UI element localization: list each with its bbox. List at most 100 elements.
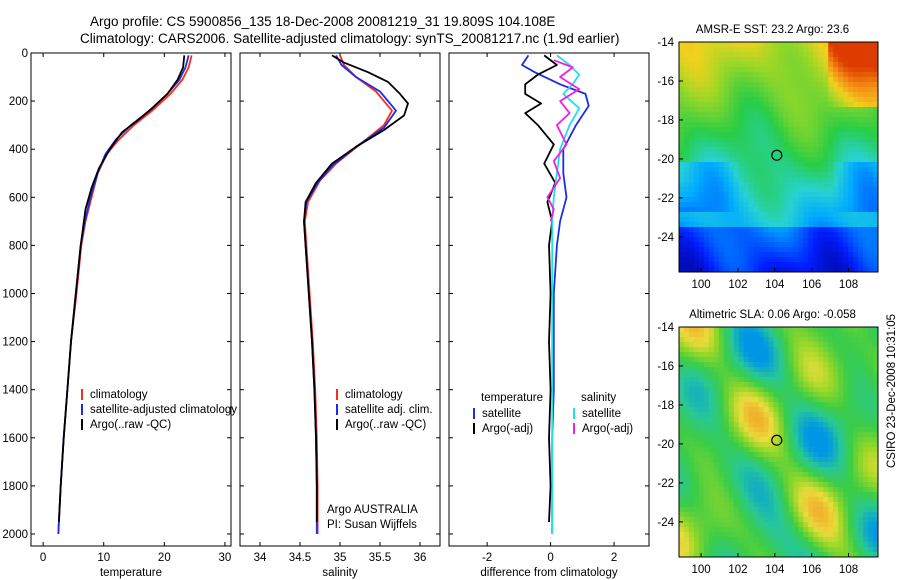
sla_map-cell <box>798 482 804 488</box>
sst_map-cell <box>753 187 760 193</box>
sla_map-cell <box>818 362 824 368</box>
sst_map-cell <box>863 142 869 148</box>
sst_map-cell <box>828 252 834 258</box>
sla_map-cell <box>788 542 795 548</box>
sla_map-cell <box>853 352 859 358</box>
sla_map-cell <box>778 482 785 488</box>
sst_map-cell <box>743 82 750 88</box>
sla_map-cell <box>828 457 834 463</box>
sst_map-cell <box>838 167 844 173</box>
sst_map-cell <box>698 187 705 193</box>
sst_map-cell <box>838 192 844 198</box>
sst_map-cell <box>708 152 715 158</box>
sst_map-cell <box>813 157 819 163</box>
sst_map-cell <box>828 142 834 148</box>
sst_map-cell <box>788 142 795 148</box>
sla_map-cell <box>698 407 705 413</box>
sst_map-cell <box>853 62 859 68</box>
sla_map-cell <box>823 537 829 543</box>
sst_map-cell <box>793 217 799 223</box>
sla_map-ytick-label: -24 <box>657 517 674 529</box>
sst_map-cell <box>858 92 864 98</box>
sla_map-cell <box>713 347 720 353</box>
sla_map-cell <box>778 387 785 393</box>
sla_map-cell <box>788 397 795 403</box>
sst_map-cell <box>848 172 854 178</box>
sla_map-cell <box>688 512 695 518</box>
sst_map-cell <box>718 237 725 243</box>
sst_map-cell <box>688 77 695 83</box>
sla_map-cell <box>768 427 775 433</box>
sla_map-cell <box>838 397 844 403</box>
sla_map-cell <box>758 392 765 398</box>
sst_map-cell <box>858 72 864 78</box>
sla_map-cell <box>838 372 844 378</box>
difference-xtick-label: 2 <box>611 552 617 564</box>
sst_map-cell <box>679 112 685 118</box>
sla_map-cell <box>693 387 700 393</box>
sla_map-cell <box>688 547 695 553</box>
sla_map-cell <box>853 457 859 463</box>
sla_map-cell <box>758 432 765 438</box>
sla_map-cell <box>698 352 705 358</box>
sla_map-cell <box>873 327 878 333</box>
sst_map-cell <box>768 87 775 93</box>
sla_map-cell <box>783 337 790 343</box>
sla_map-cell <box>718 462 725 468</box>
sst_map-cell <box>693 82 700 88</box>
sst_map-cell <box>733 57 740 63</box>
sla_map-cell <box>808 347 814 353</box>
sla_map-cell <box>753 442 760 448</box>
sla_map-cell <box>868 497 874 503</box>
sst_map-cell <box>783 142 790 148</box>
sst_map-cell <box>778 122 785 128</box>
sla_map-cell <box>768 452 775 458</box>
sst_map-cell <box>833 162 839 168</box>
sla_map-cell <box>679 492 685 498</box>
sla_map-cell <box>823 417 829 423</box>
sst_map-cell <box>788 47 795 53</box>
sst_map-cell <box>818 167 824 173</box>
sla_map-cell <box>813 412 819 418</box>
sst_map-cell <box>723 67 730 73</box>
sst_map-cell <box>733 192 740 198</box>
sst_map-cell <box>838 57 844 63</box>
sst_map-cell <box>813 47 819 53</box>
sla_map-cell <box>693 367 700 373</box>
sst_map-cell <box>828 82 834 88</box>
sst_map-cell <box>838 177 844 183</box>
sla_map-cell <box>808 457 814 463</box>
sla_map-cell <box>683 452 690 458</box>
sst_map-cell <box>753 237 760 243</box>
sla_map-cell <box>683 332 690 338</box>
sst_map-cell <box>713 102 720 108</box>
sst_map-cell <box>688 192 695 198</box>
sla_map-cell <box>753 342 760 348</box>
sst_map-cell <box>838 252 844 258</box>
sst_map-cell <box>698 82 705 88</box>
sst_map-cell <box>679 52 685 58</box>
sla_map-cell <box>873 407 878 413</box>
sla_map-cell <box>873 512 878 518</box>
sla_map-cell <box>818 492 824 498</box>
sst_map-cell <box>753 157 760 163</box>
sla_map-cell <box>778 452 785 458</box>
sst_map-cell <box>813 117 819 123</box>
sla_map-cell <box>788 452 795 458</box>
sla_map-cell <box>773 367 780 373</box>
sla_map-cell <box>833 332 839 338</box>
sst_map-cell <box>813 192 819 198</box>
sla_map-cell <box>873 457 878 463</box>
sla_map-cell <box>708 412 715 418</box>
sla_map-cell <box>803 462 809 468</box>
sla_map-cell <box>823 482 829 488</box>
sla_map-cell <box>823 367 829 373</box>
sst_map-cell <box>708 87 715 93</box>
sla_map-cell <box>783 552 790 557</box>
sla_map-cell <box>753 542 760 548</box>
sla_map-cell <box>818 382 824 388</box>
sst_map-cell <box>848 47 854 53</box>
sst_map-cell <box>788 192 795 198</box>
sla_map-cell <box>808 332 814 338</box>
sla_map-cell <box>873 367 878 373</box>
